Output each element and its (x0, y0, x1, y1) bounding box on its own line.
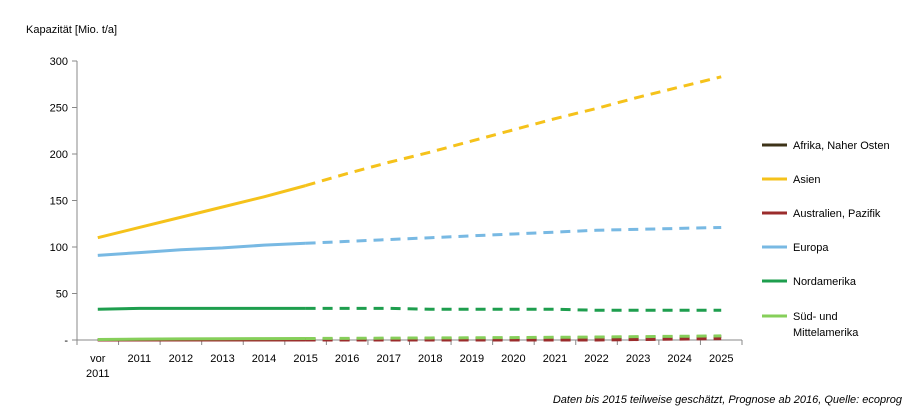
x-tick-label: 2012 (169, 353, 193, 365)
legend-label: Süd- und (793, 311, 838, 323)
x-tick-label: 2015 (293, 353, 317, 365)
y-tick-label: 150 (50, 196, 68, 208)
x-tick-label: 2017 (376, 353, 400, 365)
x-tick-label: 2011 (128, 353, 152, 365)
legend-label: Australien, Pazifik (793, 208, 881, 220)
legend-label: Nordamerika (793, 276, 857, 288)
series-line-actual (97, 337, 306, 342)
x-tick-label: 2022 (584, 353, 608, 365)
x-tick-label: 2014 (252, 353, 276, 365)
y-tick-label: - (64, 335, 68, 347)
series-line-forecast (305, 225, 722, 245)
x-tick-labels: vor 2011 2011 2012 2013 2014 2015 2016 2017 2018 2… (86, 353, 734, 380)
source-note: Daten bis 2015 teilweise geschätzt, Prog… (553, 394, 903, 406)
legend-label: Afrika, Naher Osten (793, 140, 890, 152)
x-tick-label: 2025 (709, 353, 733, 365)
series-line-actual (97, 241, 306, 257)
x-tick-label: 2018 (418, 353, 442, 365)
y-tick-label: 250 (50, 103, 68, 115)
series-line-actual (97, 306, 306, 311)
legend: Afrika, Naher Osten Asien Australien, Pazi… (762, 140, 890, 339)
x-tick-label: 2020 (501, 353, 525, 365)
y-tick-labels: - 50 100 150 200 250 300 (50, 56, 69, 347)
axes (72, 60, 743, 345)
series-line-forecast (305, 75, 722, 188)
x-tick-label: 2016 (335, 353, 359, 365)
series-line-forecast (305, 306, 722, 312)
legend-label: Europa (793, 242, 829, 254)
series-line-forecast (305, 337, 722, 342)
legend-label: Asien (793, 174, 821, 186)
x-tick-label: 2013 (210, 353, 234, 365)
x-tick-label: vor (90, 353, 106, 365)
series-line-actual (97, 184, 306, 240)
x-tick-label: 2019 (460, 353, 484, 365)
y-tick-label: 100 (50, 242, 68, 254)
series-lines (97, 75, 722, 342)
y-tick-label: 200 (50, 149, 68, 161)
y-tick-label: 50 (56, 289, 68, 301)
x-tick-label: 2021 (543, 353, 567, 365)
x-tick-label: 2024 (667, 353, 691, 365)
x-tick-label: 2023 (626, 353, 650, 365)
y-axis-label: Kapazität [Mio. t/a] (26, 24, 117, 36)
series-line-forecast (305, 334, 722, 341)
legend-label: Mittelamerika (793, 327, 859, 339)
x-tick-label: 2011 (86, 368, 110, 380)
y-tick-label: 300 (50, 56, 68, 68)
